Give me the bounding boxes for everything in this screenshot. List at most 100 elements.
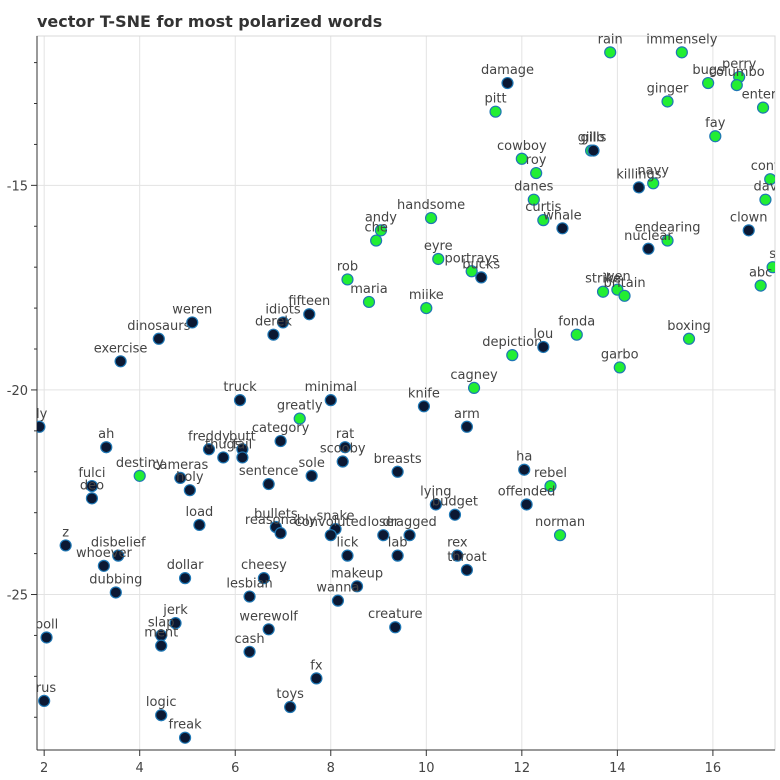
point-label: lab bbox=[388, 536, 408, 551]
point-marker bbox=[100, 441, 113, 454]
data-point-dubbing: dubbing bbox=[89, 572, 142, 599]
data-point-clown: clown bbox=[730, 210, 768, 237]
data-point-andy: andy bbox=[365, 210, 397, 237]
point-label: weren bbox=[172, 302, 212, 317]
point-label: wen bbox=[604, 270, 631, 285]
data-point-load: load bbox=[186, 505, 213, 532]
y-tick-label: -20 bbox=[7, 384, 28, 399]
data-point-rebel: rebel bbox=[534, 466, 567, 493]
data-point-gills: gills bbox=[581, 131, 607, 157]
point-marker bbox=[537, 214, 550, 227]
data-point-bullets: bullets bbox=[254, 507, 298, 534]
point-marker bbox=[341, 549, 354, 562]
point-label: cameras bbox=[152, 458, 208, 473]
data-point-killings: killings bbox=[616, 167, 662, 194]
data-point-wanna: wanna bbox=[316, 581, 359, 607]
data-point-truck: truck bbox=[223, 380, 257, 407]
data-point-category: category bbox=[252, 421, 310, 448]
point-label: arm bbox=[454, 407, 480, 422]
data-point-ha: ha bbox=[516, 450, 532, 476]
point-label: gillo bbox=[578, 131, 605, 146]
point-label: freak bbox=[169, 718, 203, 733]
point-label: fifteen bbox=[288, 294, 330, 309]
point-label: lesbian bbox=[226, 577, 272, 592]
point-label: boxing bbox=[667, 319, 711, 334]
point-marker bbox=[766, 261, 775, 274]
point-label: wanna bbox=[316, 581, 359, 596]
data-point-werewolf: werewolf bbox=[239, 609, 298, 636]
data-point-curtis: curtis bbox=[525, 200, 562, 227]
point-label: damage bbox=[481, 63, 534, 78]
point-marker bbox=[587, 144, 600, 157]
point-label: killings bbox=[616, 167, 661, 182]
point-label: greatly bbox=[277, 399, 323, 414]
data-point-handsome: handsome bbox=[397, 198, 465, 225]
data-point-loser: loser bbox=[367, 515, 400, 542]
point-marker bbox=[389, 621, 402, 634]
data-point-knife: knife bbox=[408, 386, 440, 413]
point-marker bbox=[257, 572, 270, 585]
data-point-cowboy: cowboy bbox=[497, 139, 547, 165]
point-marker bbox=[424, 211, 438, 225]
point-label: pitt bbox=[485, 92, 507, 107]
tick-marks: 2 4 6 8 10 12 14 16 -15 -20 -25 bbox=[7, 62, 721, 776]
point-label: snake bbox=[317, 509, 355, 524]
point-marker bbox=[303, 308, 316, 321]
point-marker bbox=[675, 46, 688, 59]
point-label: danes bbox=[514, 180, 553, 195]
point-label: lying bbox=[420, 484, 451, 499]
data-point-slap: slap bbox=[148, 615, 174, 642]
point-marker bbox=[338, 441, 352, 454]
point-label: clown bbox=[730, 210, 768, 225]
point-marker bbox=[391, 549, 404, 562]
point-label: immensely bbox=[646, 32, 718, 47]
point-label: offended bbox=[498, 484, 556, 499]
point-marker bbox=[59, 539, 72, 552]
data-point-ginger: ginger bbox=[647, 81, 689, 108]
point-label: ah bbox=[98, 427, 114, 442]
data-point-holy: holy bbox=[176, 470, 204, 497]
point-marker bbox=[553, 529, 567, 542]
point-label: scooby bbox=[320, 442, 366, 457]
point-label: sentence bbox=[239, 464, 299, 479]
point-marker bbox=[274, 434, 287, 448]
point-label: dollar bbox=[167, 558, 204, 573]
data-point-sole: sole bbox=[298, 456, 325, 482]
point-label: conve bbox=[751, 159, 780, 174]
point-marker bbox=[506, 349, 519, 362]
data-point-pitt: pitt bbox=[485, 92, 507, 118]
data-point-lab: lab bbox=[388, 536, 408, 562]
data-point-minimal: minimal bbox=[305, 380, 357, 407]
y-tick-label: -25 bbox=[7, 589, 28, 604]
point-marker bbox=[305, 469, 318, 482]
data-point-logic: logic bbox=[146, 695, 177, 722]
point-marker bbox=[109, 586, 122, 599]
data-point-z: z bbox=[59, 525, 72, 552]
data-point-dollar: dollar bbox=[167, 558, 204, 585]
data-point-lesbian: lesbian bbox=[226, 577, 273, 603]
point-label: rain bbox=[598, 32, 623, 47]
y-tick-label: -15 bbox=[7, 179, 28, 194]
data-point-freddy: freddy bbox=[188, 429, 230, 456]
data-point-whale: whale bbox=[543, 208, 582, 235]
point-label: minimal bbox=[305, 380, 357, 395]
point-label: budget bbox=[432, 495, 478, 510]
point-label: toys bbox=[276, 687, 304, 702]
data-point-cagney: cagney bbox=[450, 368, 498, 394]
point-marker bbox=[460, 563, 474, 577]
point-label: nuclear bbox=[624, 229, 673, 244]
point-label: z bbox=[62, 525, 69, 540]
point-marker bbox=[374, 224, 388, 237]
point-marker bbox=[243, 590, 256, 603]
point-label: gills bbox=[581, 131, 607, 146]
point-label: ginger bbox=[647, 81, 689, 96]
point-label: logic bbox=[146, 695, 177, 710]
point-marker bbox=[169, 617, 182, 630]
point-label: depiction bbox=[482, 335, 542, 350]
data-point-strike: strike bbox=[585, 272, 621, 298]
point-label: fulci bbox=[78, 466, 105, 481]
data-point-reasonably: reasonably bbox=[245, 513, 317, 540]
point-label: whale bbox=[543, 208, 581, 223]
